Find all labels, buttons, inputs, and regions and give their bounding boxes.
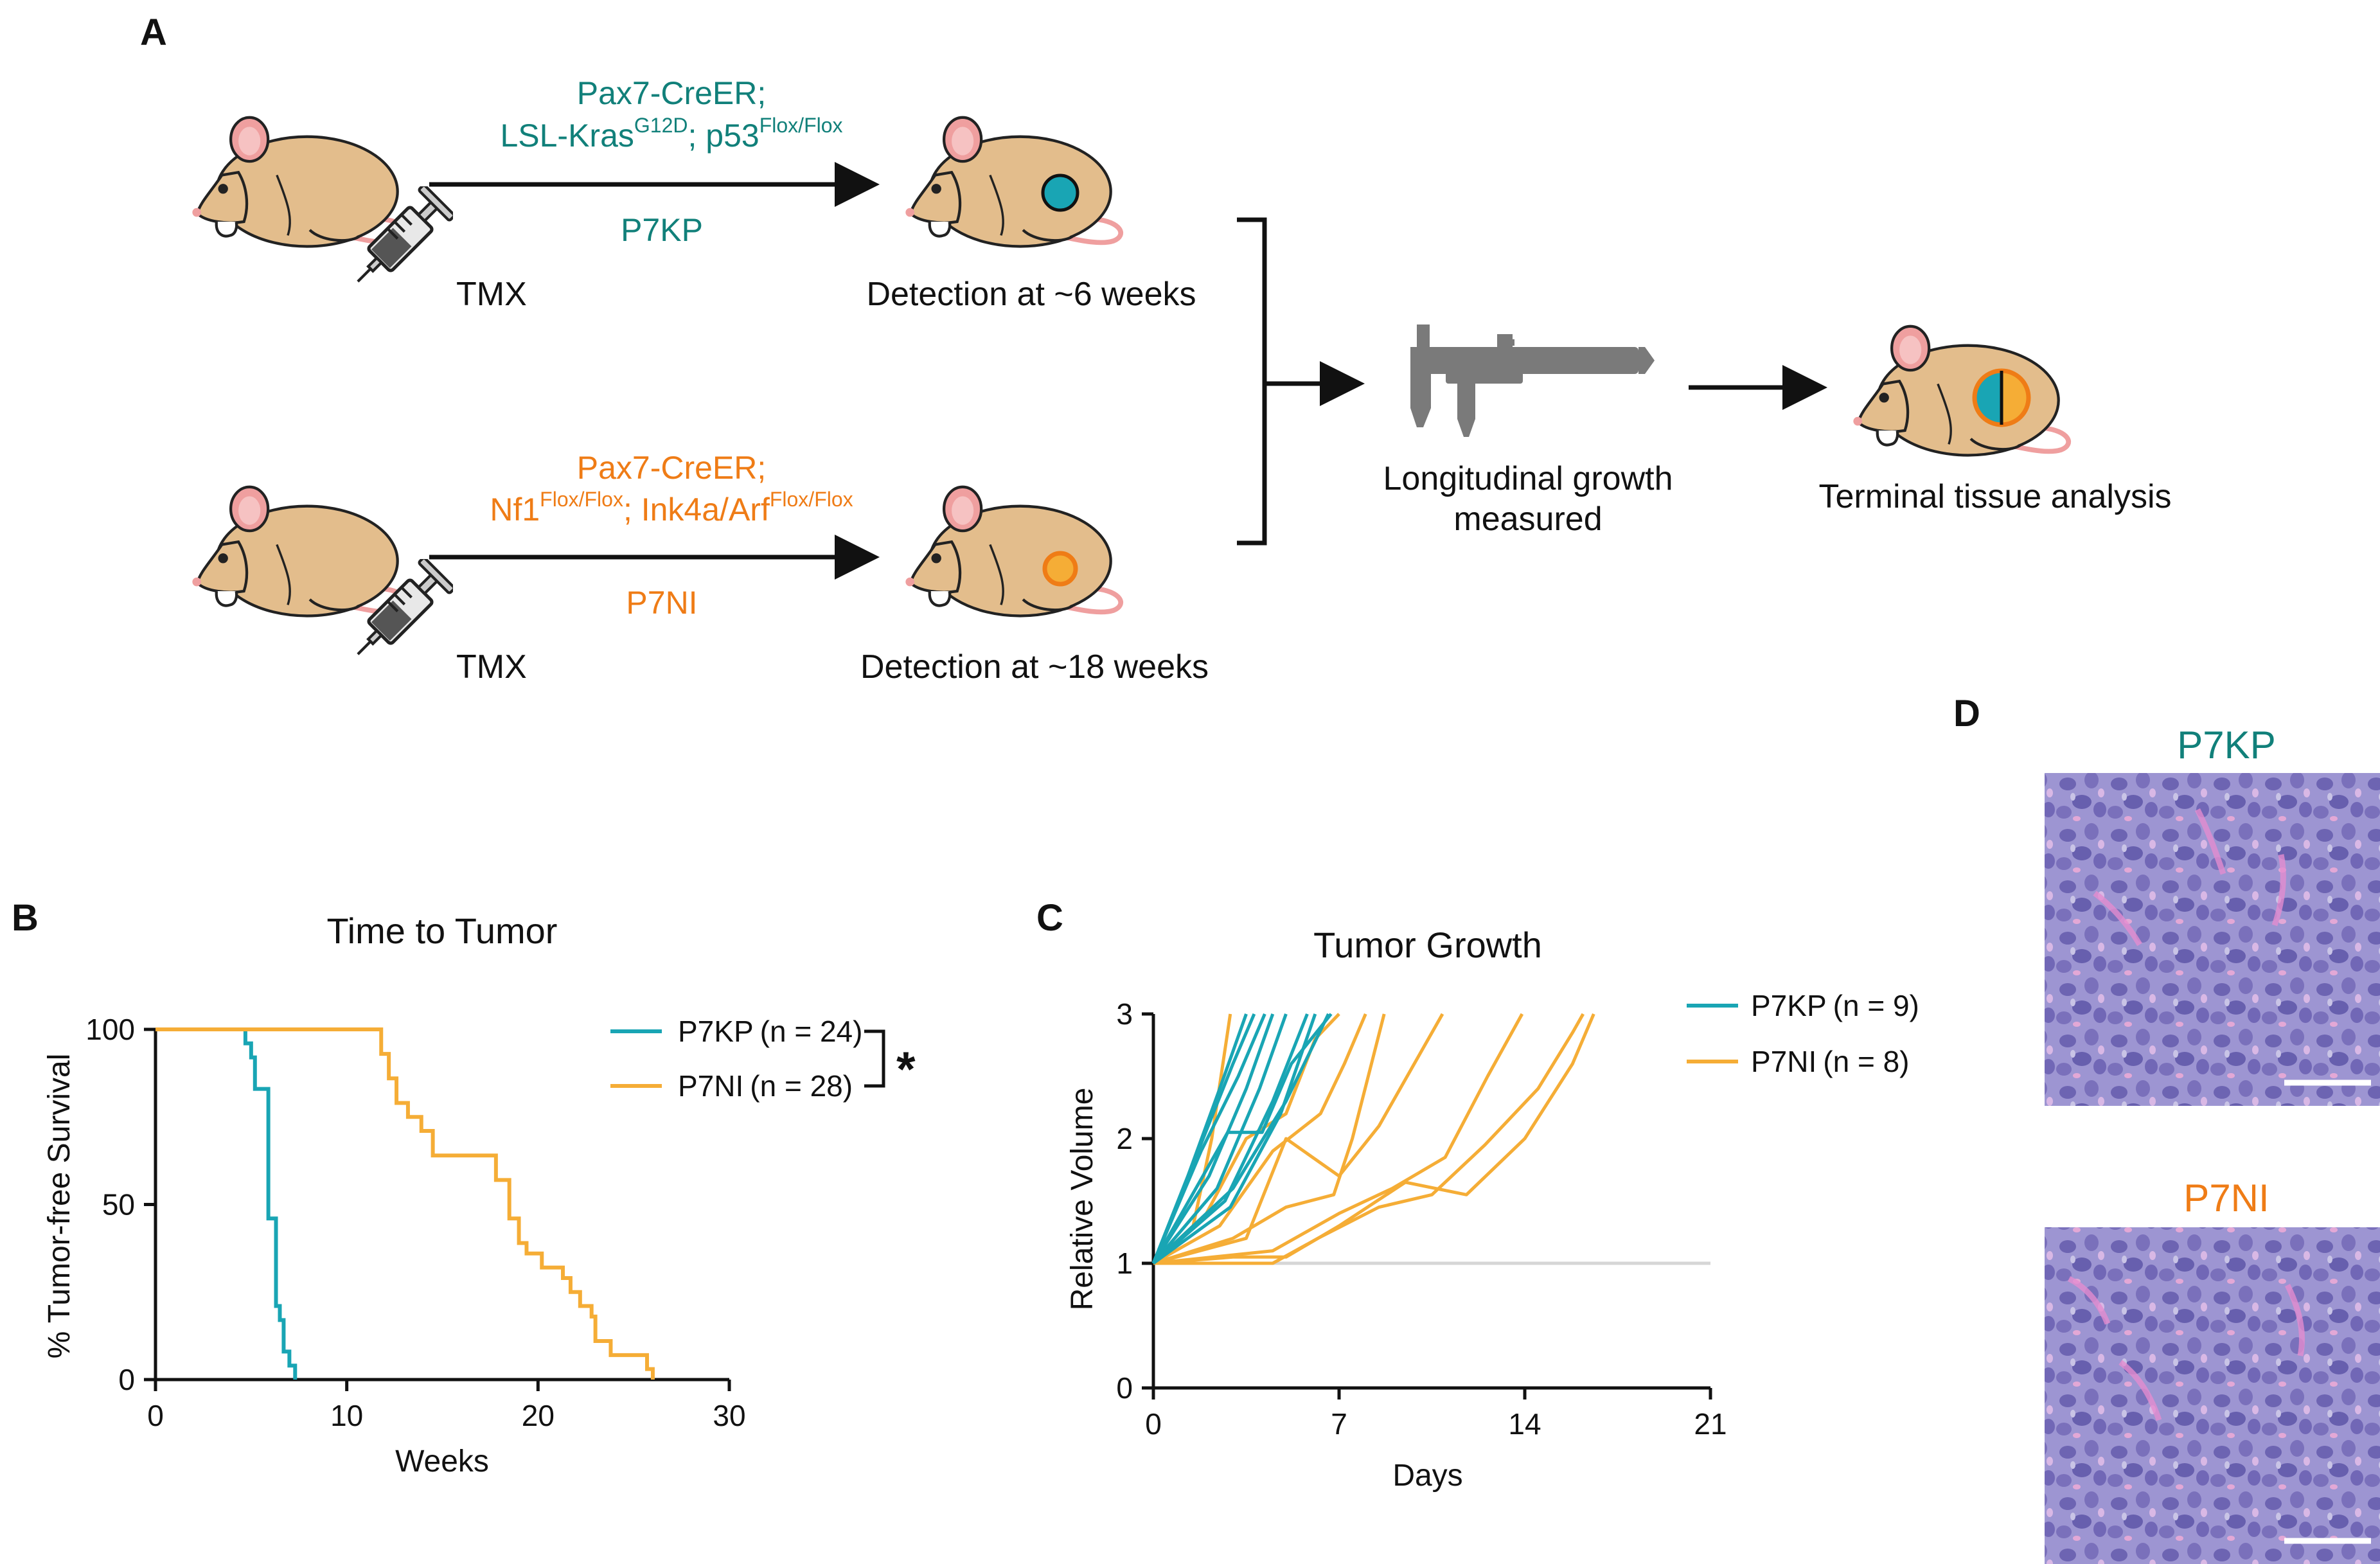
tumor-icon: [1041, 173, 1079, 212]
top-injection-label: TMX: [456, 276, 527, 313]
chart-c-title: Tumor Growth: [1313, 925, 1542, 965]
growth-line-p7ni: [1153, 1013, 1595, 1265]
legend-n-p7kp: (n = 24): [760, 1015, 863, 1048]
growth-line-p7ni: [1153, 1013, 1524, 1265]
survival-curve-p7ni: [155, 1027, 655, 1380]
significance-star: *: [896, 1042, 916, 1097]
legend-label-p7ni: P7NI (n = 8): [1751, 1045, 1910, 1078]
top-genotype-sup2: Flox/Flox: [759, 114, 843, 137]
growth-line-p7kp: [1151, 1013, 1266, 1264]
growth-line-p7ni: [1152, 1013, 1367, 1265]
top-genotype-sup1: G12D: [634, 114, 688, 137]
growth-line-p7kp: [1152, 1013, 1330, 1265]
legend-n-p7ni: (n = 8): [1823, 1045, 1909, 1078]
mouse-icon: [905, 118, 1121, 247]
legend-label-p7ni: P7NI (n = 28): [678, 1069, 853, 1103]
legend-n-p7kp: (n = 9): [1833, 989, 1919, 1022]
bottom-genotype-ink4a: ; Ink4a/Arf: [623, 492, 770, 528]
growth-line-p7kp: [1152, 1013, 1309, 1265]
bottom-genotype-sup1: Flox/Flox: [540, 488, 623, 511]
chart-b-x-tick-label: 20: [522, 1399, 555, 1432]
mouse-icon: [192, 487, 407, 616]
growth-line-p7ni: [1153, 1013, 1585, 1265]
panel-a-label: A: [140, 12, 167, 53]
caliper-label-line2: measured: [1453, 501, 1602, 538]
terminal-label: Terminal tissue analysis: [1818, 478, 2171, 515]
mouse-icon: [1853, 326, 2068, 456]
tumor-icon: [1972, 368, 2031, 427]
top-genotype-line1: Pax7-CreER;: [577, 75, 767, 111]
top-model-label: P7KP: [621, 212, 703, 248]
growth-line-p7kp: [1152, 1013, 1317, 1265]
chart-c-xlabel: Days: [1392, 1459, 1462, 1493]
chart-b-x-tick-label: 10: [330, 1399, 363, 1432]
top-genotype-kras: LSL-Kras: [500, 118, 634, 154]
histology-bottom-title: P7NI: [2183, 1177, 2269, 1220]
histology-p7ni-streak: [2067, 1275, 2305, 1421]
chart-b-xlabel: Weeks: [395, 1444, 489, 1479]
histology-p7kp-image: [2045, 773, 2380, 1106]
bottom-model-label: P7NI: [626, 585, 697, 621]
chart-b-title: Time to Tumor: [327, 911, 558, 951]
chart-b-ylabel: % Tumor-free Survival: [42, 1054, 76, 1359]
growth-line-p7kp: [1151, 1013, 1333, 1265]
bottom-detection-label: Detection at ~18 weeks: [860, 648, 1209, 686]
bottom-genotype-sup2: Flox/Flox: [770, 488, 853, 511]
panel-c-label: C: [1036, 897, 1063, 939]
chart-c-y-tick-label: 0: [1116, 1371, 1133, 1405]
caliper-label-line1: Longitudinal growth: [1383, 460, 1673, 497]
legend-name-p7ni: P7NI: [1751, 1045, 1816, 1078]
mouse-icon: [192, 118, 407, 247]
histology-top-title: P7KP: [2177, 724, 2275, 767]
legend-name-p7kp: P7KP: [1751, 989, 1827, 1022]
histology-p7ni-image: [2045, 1227, 2380, 1564]
legend-n-p7ni: (n = 28): [750, 1069, 853, 1103]
bracket-icon: [1237, 217, 1267, 546]
mouse-icon: [905, 487, 1121, 616]
survival-curve-p7kp: [155, 1027, 298, 1380]
chart-time-to-tumor: Time to Tumor Weeks % Tumor-free Surviva…: [42, 911, 916, 1479]
bottom-genotype-line2: Nf1Flox/Flox; Ink4a/ArfFlox/Flox: [490, 488, 853, 528]
chart-tumor-growth: Tumor Growth Days Relative Volume 0 7 14 21…: [1065, 925, 1919, 1493]
chart-c-y-tick-label: 2: [1116, 1122, 1133, 1155]
chart-c-x-tick-label: 14: [1508, 1407, 1541, 1441]
chart-b-y-tick-label: 100: [85, 1013, 135, 1046]
top-genotype-line2: LSL-KrasG12D; p53Flox/Flox: [500, 114, 842, 154]
significance-bracket: [864, 1029, 885, 1088]
bottom-injection-label: TMX: [456, 648, 527, 686]
growth-line-p7ni: [1153, 1013, 1386, 1265]
legend-name-p7kp: P7KP: [678, 1015, 754, 1048]
chart-b-y-tick-label: 50: [102, 1188, 135, 1222]
chart-c-ylabel: Relative Volume: [1065, 1088, 1099, 1311]
chart-b-x-tick-label: 30: [713, 1399, 745, 1432]
growth-line-p7ni: [1153, 1013, 1444, 1265]
chart-c-x-tick-label: 0: [1145, 1407, 1162, 1441]
growth-line-p7kp: [1152, 1013, 1288, 1265]
top-detection-label: Detection at ~6 weeks: [866, 276, 1196, 313]
legend-name-p7ni: P7NI: [678, 1069, 743, 1103]
top-genotype-p53: ; p53: [688, 118, 759, 154]
chart-c-y-tick-label: 1: [1116, 1247, 1133, 1280]
panel-d-label: D: [1953, 693, 1980, 734]
chart-c-x-tick-label: 21: [1694, 1407, 1727, 1441]
chart-b-y-tick-label: 0: [118, 1363, 135, 1396]
bottom-genotype-line1: Pax7-CreER;: [577, 450, 767, 486]
histology-p7kp-streak: [2093, 808, 2286, 946]
panel-b-label: B: [12, 897, 39, 939]
chart-c-x-tick-label: 7: [1331, 1407, 1347, 1441]
legend-label-p7kp: P7KP (n = 9): [1751, 989, 1919, 1022]
chart-b-x-tick-label: 0: [147, 1399, 164, 1432]
chart-c-y-tick-label: 3: [1116, 997, 1133, 1031]
legend-label-p7kp: P7KP (n = 24): [678, 1015, 862, 1048]
caliper-icon: [1410, 324, 1655, 437]
bottom-genotype-nf1: Nf1: [490, 492, 540, 528]
tumor-icon: [1042, 551, 1078, 587]
